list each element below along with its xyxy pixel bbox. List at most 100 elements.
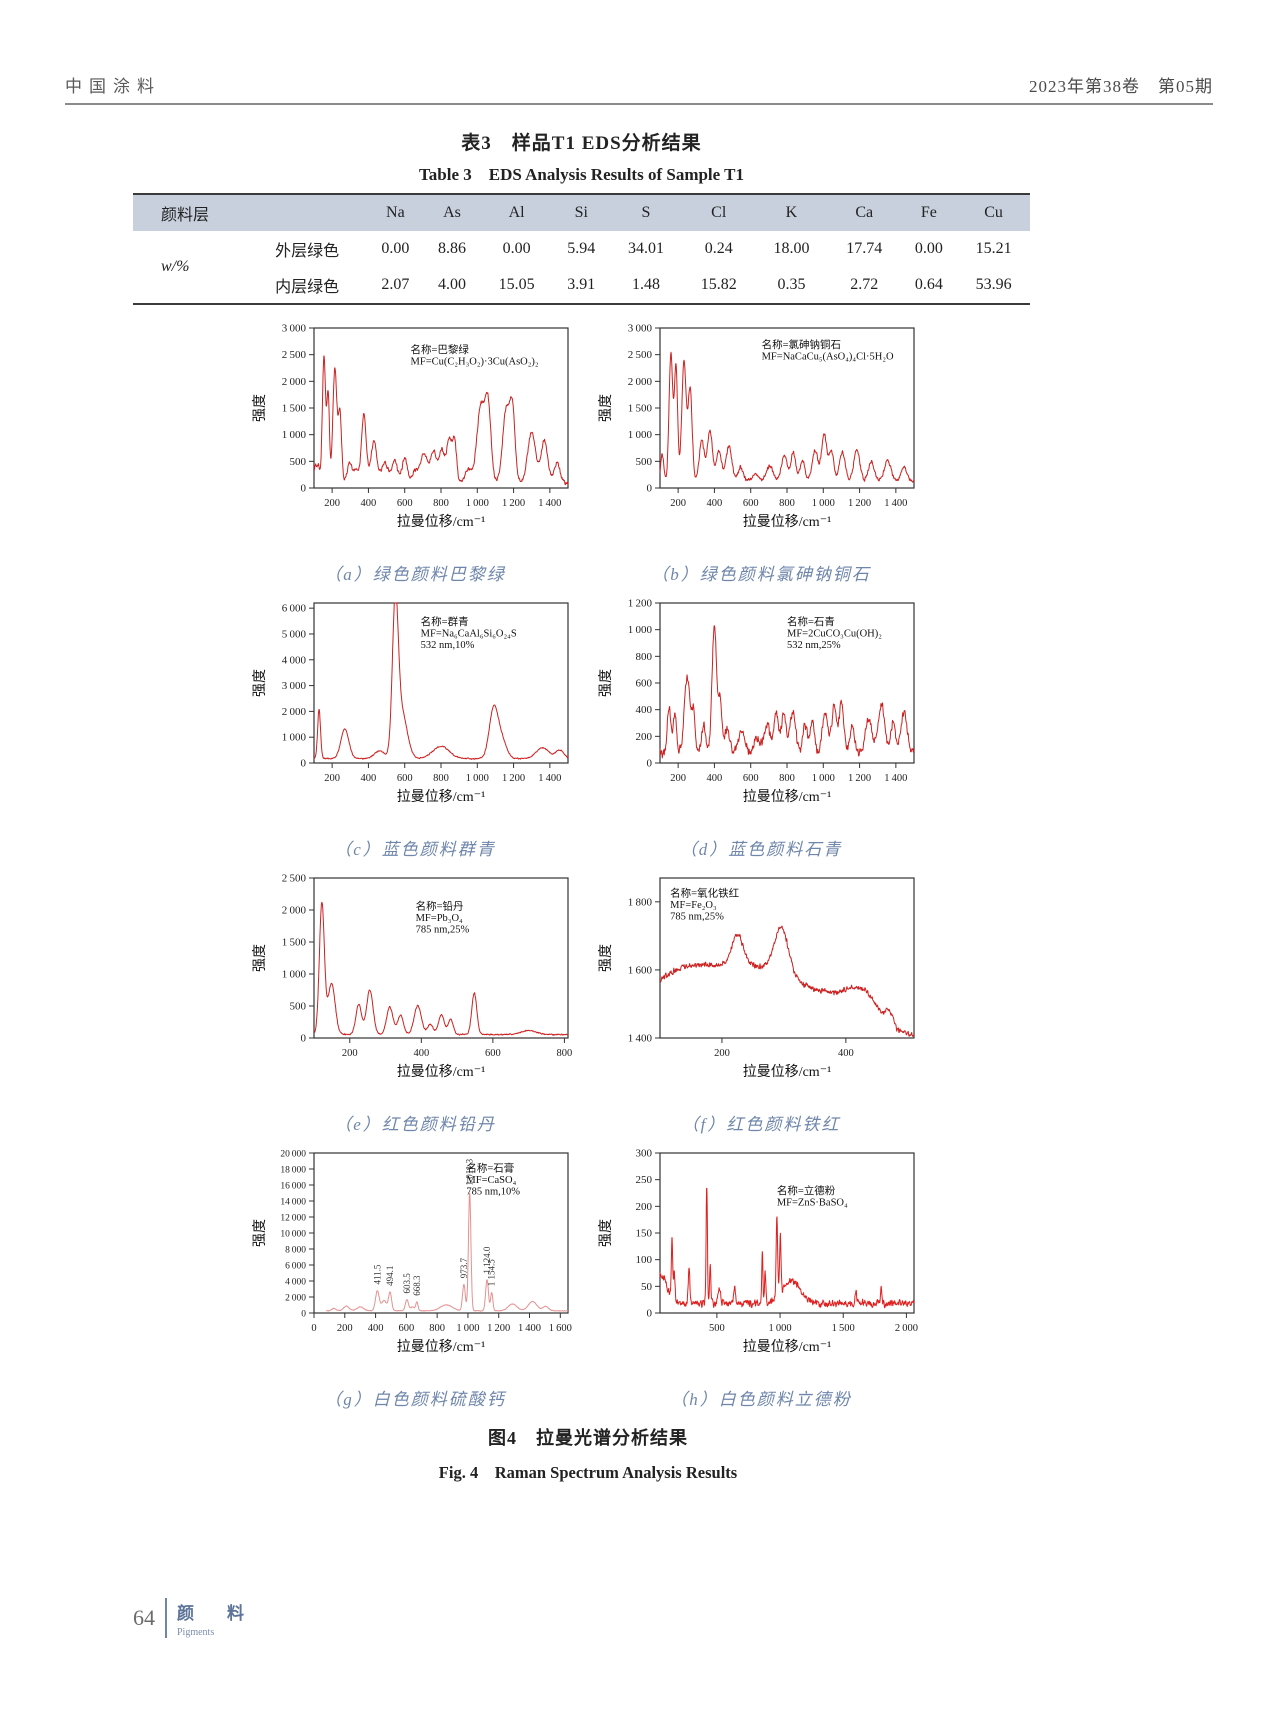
x-tick-label: 200	[324, 773, 340, 784]
raman-chart-c: 0 1 000 2 000 3 000 4 000 5 000 6 000 200 400 600…	[252, 602, 569, 805]
figure-caption-en: Fig. 4 Raman Spectrum Analysis Results	[438, 1463, 738, 1482]
x-axis-label: 拉曼位移/cm⁻¹	[397, 1339, 486, 1355]
table-cell: 0.00	[914, 240, 943, 257]
x-tick-label: 800	[433, 773, 449, 784]
issue-info: 2023年第38卷 第05期	[1029, 77, 1213, 96]
x-tick-label: 1 400	[884, 773, 907, 784]
table-cell: 4.00	[437, 276, 466, 293]
y-tick-label: 1 000	[282, 429, 307, 441]
raman-chart-g: 0 2 000 4 000 6 000 8 000 10 000 12 000 14 000 1…	[252, 1150, 572, 1356]
x-tick-label: 800	[779, 773, 795, 784]
y-tick-label: 250	[636, 1174, 653, 1186]
plot-area	[313, 877, 569, 1039]
table-row: 内层绿色 2.07 4.00 15.05 3.91 1.48 15.82 0.35 2.72 0…	[133, 267, 1030, 304]
y-axis-label: 强度	[598, 669, 614, 697]
x-axis-label: 拉曼位移/cm⁻¹	[397, 789, 486, 805]
raman-chart-f: 1 400 1 600 1 800 200 400 拉曼位移/cm⁻¹ 强度 名称=氧化铁红 M…	[598, 877, 915, 1080]
x-axis-label: 拉曼位移/cm⁻¹	[743, 1339, 832, 1355]
table-cell: 17.74	[846, 240, 883, 257]
column-header-element: K	[785, 204, 798, 221]
pigment-annotation: 名称=氧化铁红 MF=Fe₂O₃ 785 nm,25%	[670, 887, 739, 923]
peak-label: 603.5	[402, 1273, 412, 1294]
y-tick-label: 150	[636, 1228, 653, 1240]
x-tick-label: 1 200	[487, 1323, 510, 1334]
row-label-outer: 外层绿色	[275, 243, 340, 260]
x-tick-label: 1 000	[768, 1323, 791, 1334]
y-axis-label: 强度	[598, 944, 614, 972]
x-tick-label: 200	[337, 1323, 353, 1334]
y-axis-label: 强度	[252, 669, 268, 697]
y-tick-label: 2 000	[285, 1294, 306, 1304]
pigment-annotation: 名称=立德粉 MF=ZnS·BaSO₄	[777, 1184, 848, 1209]
x-tick-label: 1 400	[884, 498, 907, 509]
x-tick-label: 2 000	[895, 1323, 918, 1334]
x-tick-label: 1 400	[538, 773, 561, 784]
x-axis-label: 拉曼位移/cm⁻¹	[397, 514, 486, 530]
x-tick-label: 1 000	[812, 498, 835, 509]
y-tick-label: 3 000	[628, 323, 653, 335]
table-title-en: Table 3 EDS Analysis Results of Sample T…	[419, 165, 744, 184]
column-header-element: Na	[386, 204, 405, 221]
x-tick-label: 1 200	[502, 498, 525, 509]
spectrum-line	[313, 901, 569, 1036]
y-tick-label: 14 000	[280, 1198, 306, 1208]
x-tick-label: 200	[324, 498, 340, 509]
y-tick-label: 2 000	[282, 376, 307, 388]
x-axis-label: 拉曼位移/cm⁻¹	[743, 514, 832, 530]
y-tick-label: 0	[301, 1033, 307, 1045]
x-tick-label: 1 600	[549, 1323, 572, 1334]
y-axis-label: 强度	[598, 394, 614, 422]
x-tick-label: 800	[557, 1048, 573, 1059]
y-tick-label: 200	[636, 731, 653, 743]
y-axis-label: 强度	[252, 944, 268, 972]
y-tick-label: 0	[647, 758, 653, 770]
x-tick-label: 500	[709, 1323, 725, 1334]
column-header-element: Al	[508, 204, 525, 221]
spectrum-line	[325, 1192, 569, 1312]
chart-cell-h: 0 50 100 150 200 250 300 500 1 000 1 500 2 000 拉曼位移…	[596, 1141, 926, 1410]
table-cell: 53.96	[975, 276, 1012, 293]
y-tick-label: 1 200	[628, 598, 653, 610]
x-tick-label: 600	[398, 1323, 414, 1334]
y-tick-label: 0	[301, 483, 307, 495]
table-cell: 0.64	[914, 276, 943, 293]
y-tick-label: 12 000	[280, 1214, 306, 1224]
peak-label: 411.5	[372, 1264, 382, 1284]
table-row: w/% 外层绿色 0.00 8.86 0.00 5.94 34.01 0.24 18.00 1…	[133, 231, 1030, 275]
x-tick-label: 200	[670, 498, 686, 509]
y-tick-label: 20 000	[280, 1150, 306, 1160]
x-axis-label: 拉曼位移/cm⁻¹	[743, 789, 832, 805]
spectrum-line	[659, 1187, 915, 1309]
chart-cell-e: 0 500 1 000 1 500 2 000 2 500 200 400 600 800 拉曼位移…	[250, 866, 580, 1135]
peak-label: 1 124.0	[482, 1246, 492, 1274]
table-title-zh: 表3 样品T1 EDS分析结果	[461, 133, 702, 154]
plot-area	[659, 1152, 915, 1314]
footer-divider	[165, 1598, 167, 1638]
table-cell: 18.00	[773, 240, 810, 257]
chart-cell-c: 0 1 000 2 000 3 000 4 000 5 000 6 000 200 400 600…	[250, 591, 580, 860]
x-tick-label: 600	[743, 498, 759, 509]
y-tick-label: 4 000	[285, 1278, 306, 1288]
plot-area	[659, 877, 915, 1039]
footer-section: 颜 料 Pigments	[177, 1599, 252, 1638]
pigment-annotation: 名称=巴黎绿 MF=Cu(C₂H₃O₂)·3Cu(AsO₂)₂	[411, 343, 539, 368]
raman-chart-e: 0 500 1 000 1 500 2 000 2 500 200 400 600 800 拉曼位移…	[252, 873, 573, 1081]
x-tick-label: 200	[342, 1048, 358, 1059]
y-tick-label: 1 500	[282, 937, 307, 949]
x-tick-label: 1 000	[812, 773, 835, 784]
chart-cell-a: 0 500 1 000 1 500 2 000 2 500 3 000 200 400 600 80…	[250, 316, 580, 585]
column-header-element: Cl	[711, 204, 727, 221]
table-cell: 5.94	[567, 240, 596, 257]
y-tick-label: 16 000	[280, 1182, 306, 1192]
y-tick-label: 1 600	[628, 964, 653, 976]
row-label-inner: 内层绿色	[275, 279, 340, 296]
y-tick-label: 3 000	[282, 323, 307, 335]
y-tick-label: 1 500	[282, 403, 307, 415]
chart-cell-f: 1 400 1 600 1 800 200 400 拉曼位移/cm⁻¹ 强度 名称=氧化铁红 M…	[596, 866, 926, 1135]
table-cell: 15.21	[975, 240, 1012, 257]
x-tick-label: 400	[361, 498, 377, 509]
y-tick-label: 200	[636, 1201, 653, 1213]
y-tick-label: 100	[636, 1254, 653, 1266]
y-tick-label: 2 000	[282, 706, 307, 718]
x-tick-label: 400	[707, 498, 723, 509]
